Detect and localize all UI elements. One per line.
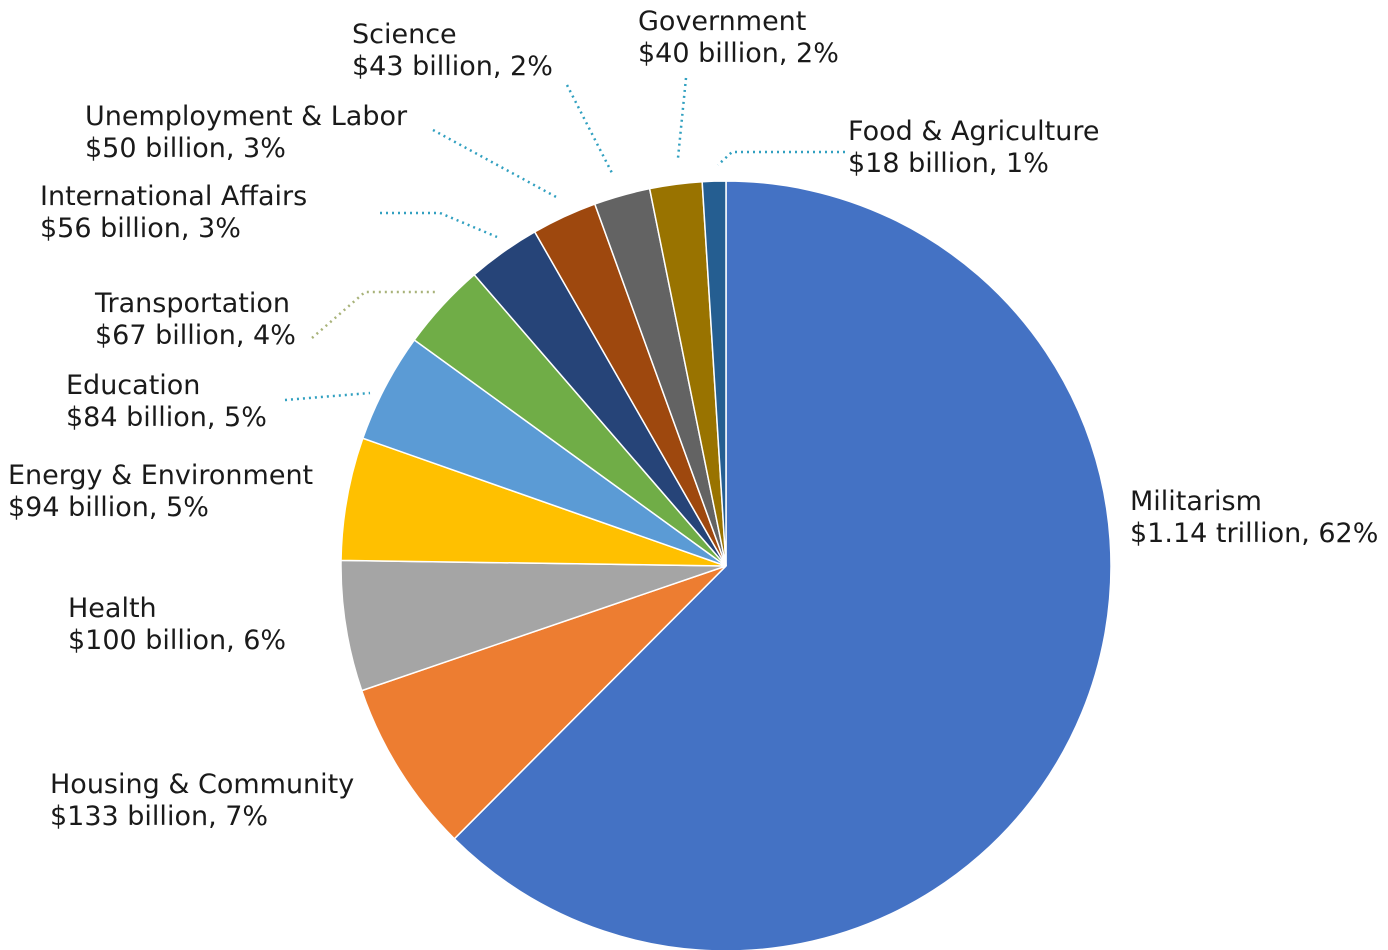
data-label-name: Science <box>352 19 457 50</box>
data-label-value: $94 billion, 5% <box>8 492 209 523</box>
data-label-name: Militarism <box>1130 486 1262 517</box>
pie-slice <box>340 559 727 692</box>
leader-line <box>311 290 435 339</box>
pie-slice <box>701 180 727 567</box>
data-label-value: $50 billion, 3% <box>85 133 286 164</box>
data-label-name: Transportation <box>94 288 290 319</box>
leader-line <box>676 77 688 159</box>
data-label-value: $40 billion, 2% <box>638 38 839 69</box>
data-label-value: $133 billion, 7% <box>50 801 268 832</box>
pie-slice <box>360 565 727 840</box>
data-label-value: $43 billion, 2% <box>352 51 553 82</box>
leader-line <box>284 391 371 402</box>
data-label-value: $67 billion, 4% <box>95 320 296 351</box>
data-label-name: Health <box>68 593 157 624</box>
leader-line <box>380 211 498 239</box>
data-label-value: $18 billion, 1% <box>848 148 1049 179</box>
leader-line <box>565 84 614 174</box>
data-label-name: Education <box>66 370 200 401</box>
data-label-name: Unemployment & Labor <box>85 101 408 132</box>
data-label-value: $100 billion, 6% <box>68 625 286 656</box>
data-label-name: Housing & Community <box>50 769 354 800</box>
data-label-value: $56 billion, 3% <box>40 213 241 244</box>
data-label-value: $1.14 trillion, 62% <box>1130 518 1378 549</box>
data-label-name: International Affairs <box>40 181 307 212</box>
leader-line <box>432 128 559 200</box>
leader-line <box>717 150 845 166</box>
data-label-name: Energy & Environment <box>8 460 313 491</box>
pie-slice <box>453 180 1112 950</box>
data-label-name: Government <box>638 6 806 37</box>
data-label-value: $84 billion, 5% <box>66 402 267 433</box>
data-label-name: Food & Agriculture <box>848 116 1099 147</box>
